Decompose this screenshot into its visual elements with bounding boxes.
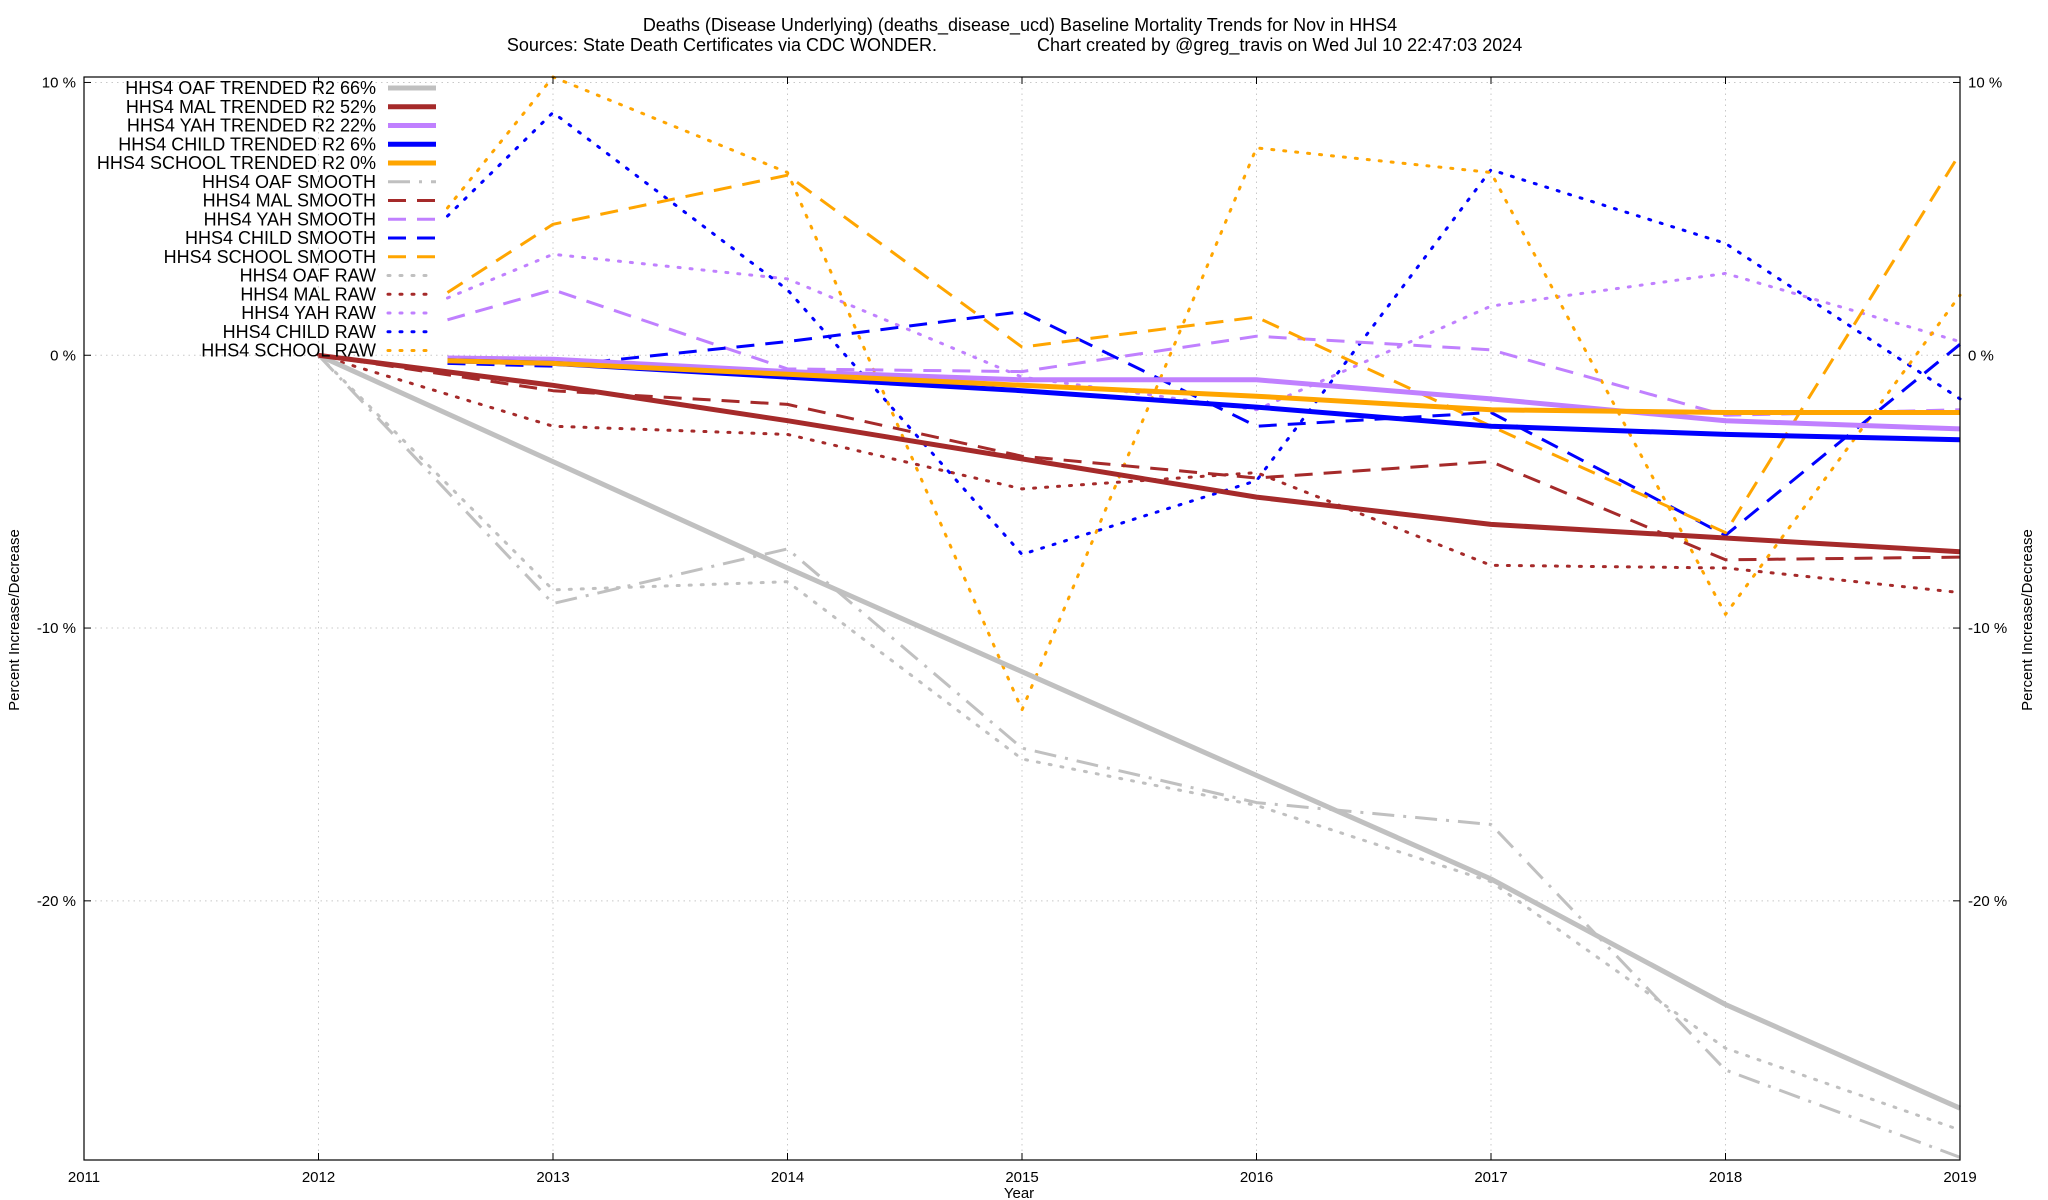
legend-label-hhs4-school-trended-r2-0: HHS4 SCHOOL TRENDED R2 0% bbox=[97, 153, 376, 173]
chart-sources: Sources: State Death Certificates via CD… bbox=[507, 35, 937, 55]
series-line-hhs4-school-raw bbox=[446, 75, 1962, 712]
legend-label-hhs4-oaf-raw: HHS4 OAF RAW bbox=[240, 266, 376, 286]
series-line-hhs4-school-smooth bbox=[446, 152, 1962, 535]
series-line-hhs4-oaf-raw bbox=[317, 353, 1962, 1132]
series-line-hhs4-yah-trended-r2-22 bbox=[447, 355, 1961, 432]
series-line-hhs4-oaf-trended-r2-66 bbox=[317, 353, 1962, 1111]
series-line-hhs4-school-trended-r2-0 bbox=[447, 358, 1960, 415]
y-tick-label-left: 10 % bbox=[42, 74, 76, 91]
series-line-hhs4-child-smooth bbox=[447, 310, 1961, 537]
y-tick-label-left: 0 % bbox=[50, 347, 76, 364]
x-tick-label: 2016 bbox=[1240, 1169, 1273, 1186]
x-tick-label: 2019 bbox=[1943, 1169, 1976, 1186]
y-tick-label-right: -10 % bbox=[1968, 620, 2007, 637]
series-lines bbox=[317, 75, 1962, 1159]
legend-label-hhs4-mal-trended-r2-52: HHS4 MAL TRENDED R2 52% bbox=[126, 97, 376, 117]
series-line-hhs4-oaf-smooth bbox=[317, 354, 1961, 1159]
x-tick-label: 2012 bbox=[302, 1169, 335, 1186]
y-tick-label-left: -20 % bbox=[37, 893, 76, 910]
legend-label-hhs4-oaf-smooth: HHS4 OAF SMOOTH bbox=[202, 172, 376, 192]
y-tick-label-left: -10 % bbox=[37, 620, 76, 637]
series-line-hhs4-mal-raw bbox=[317, 353, 1962, 595]
x-tick-label: 2018 bbox=[1709, 1169, 1742, 1186]
ticks: 2011 2012 2013 2014 2015 2016 2017 2018 2019 10 %… bbox=[37, 74, 2007, 1186]
y-axis-label-left: Percent Increase/Decrease bbox=[6, 529, 23, 711]
grid bbox=[84, 77, 1960, 1160]
series-line-hhs4-yah-smooth bbox=[447, 288, 1961, 417]
x-tick-label: 2015 bbox=[1005, 1169, 1038, 1186]
series-line-hhs4-child-raw bbox=[446, 111, 1962, 556]
legend-label-hhs4-child-smooth: HHS4 CHILD SMOOTH bbox=[185, 228, 376, 248]
legend-label-hhs4-yah-smooth: HHS4 YAH SMOOTH bbox=[204, 209, 376, 229]
chart-credit: Chart created by @greg_travis on Wed Jul… bbox=[1037, 35, 1522, 56]
y-axis-label-right: Percent Increase/Decrease bbox=[2019, 529, 2036, 711]
x-tick-label: 2014 bbox=[771, 1169, 804, 1186]
x-tick-label: 2013 bbox=[536, 1169, 569, 1186]
legend-label-hhs4-child-trended-r2-6: HHS4 CHILD TRENDED R2 6% bbox=[118, 134, 376, 154]
x-tick-label: 2011 bbox=[68, 1169, 100, 1186]
x-tick-label: 2017 bbox=[1474, 1169, 1507, 1186]
legend-label-hhs4-mal-raw: HHS4 MAL RAW bbox=[240, 284, 376, 304]
y-tick-label-right: 0 % bbox=[1968, 347, 1994, 364]
legend-label-hhs4-yah-trended-r2-22: HHS4 YAH TRENDED R2 22% bbox=[127, 116, 376, 136]
series-line-hhs4-yah-raw bbox=[446, 252, 1962, 412]
y-tick-label-right: 10 % bbox=[1968, 74, 2002, 91]
series-line-hhs4-mal-trended-r2-52 bbox=[318, 352, 1961, 555]
legend-label-hhs4-mal-smooth: HHS4 MAL SMOOTH bbox=[203, 191, 376, 211]
legend-label-hhs4-yah-raw: HHS4 YAH RAW bbox=[241, 303, 376, 323]
legend: HHS4 OAF TRENDED R2 66%HHS4 MAL TRENDED … bbox=[97, 78, 438, 361]
legend-label-hhs4-school-raw: HHS4 SCHOOL RAW bbox=[201, 341, 376, 361]
chart-title: Deaths (Disease Underlying) (deaths_dise… bbox=[643, 15, 1397, 36]
x-axis-label: Year bbox=[1004, 1185, 1034, 1200]
legend-label-hhs4-child-raw: HHS4 CHILD RAW bbox=[223, 322, 376, 342]
legend-label-hhs4-oaf-trended-r2-66: HHS4 OAF TRENDED R2 66% bbox=[125, 78, 376, 98]
legend-label-hhs4-school-smooth: HHS4 SCHOOL SMOOTH bbox=[164, 247, 376, 267]
series-line-hhs4-child-trended-r2-6 bbox=[447, 358, 1961, 443]
y-tick-label-right: -20 % bbox=[1968, 893, 2007, 910]
